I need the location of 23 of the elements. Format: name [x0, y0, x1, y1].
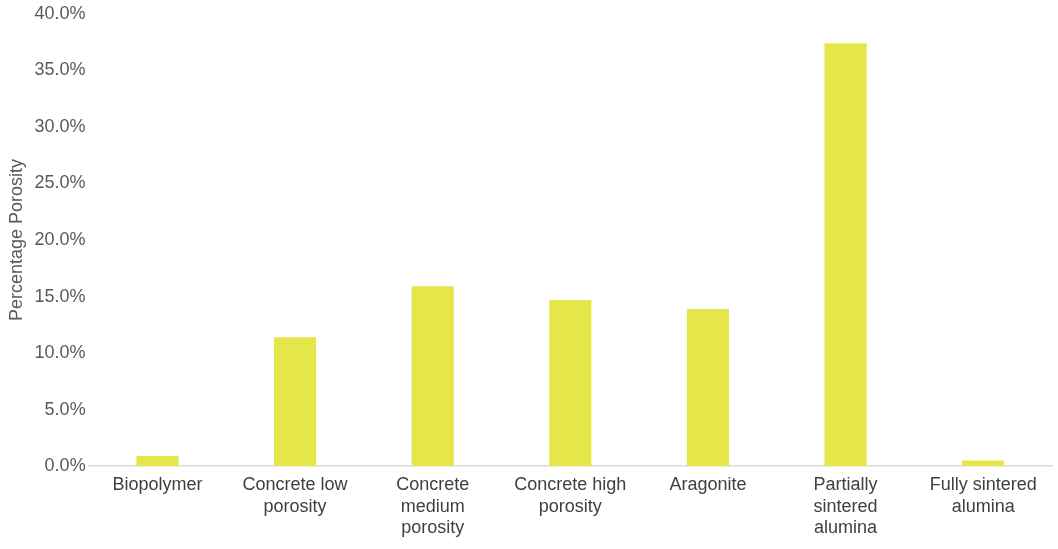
y-axis-title: Percentage Porosity — [5, 158, 26, 322]
bar — [136, 456, 179, 467]
bar — [824, 43, 867, 467]
y-tick-label: 35.0% — [34, 59, 86, 80]
y-tick-label: 40.0% — [34, 2, 86, 23]
x-tick-label: Biopolymer — [112, 473, 203, 494]
bar — [274, 337, 317, 467]
y-tick-label: 20.0% — [34, 228, 86, 249]
y-tick-label: 0.0% — [44, 455, 86, 476]
x-tick-label: Aragonite — [669, 473, 747, 494]
y-tick-label: 15.0% — [34, 285, 86, 306]
y-tick-label: 25.0% — [34, 172, 86, 193]
x-tick-label: Concrete high porosity — [514, 473, 627, 516]
y-tick-label: 5.0% — [44, 398, 86, 419]
x-tick-label: Concrete medium porosity — [396, 473, 470, 538]
x-tick-label: Concrete low porosity — [242, 473, 349, 516]
bar — [411, 286, 454, 467]
y-tick-label: 10.0% — [34, 342, 86, 363]
bar — [686, 308, 729, 467]
x-tick-label: Fully sintered alumina — [929, 473, 1037, 516]
bar — [549, 299, 592, 467]
x-tick-label: Partially sintered alumina — [813, 473, 879, 538]
y-tick-label: 30.0% — [34, 115, 86, 136]
